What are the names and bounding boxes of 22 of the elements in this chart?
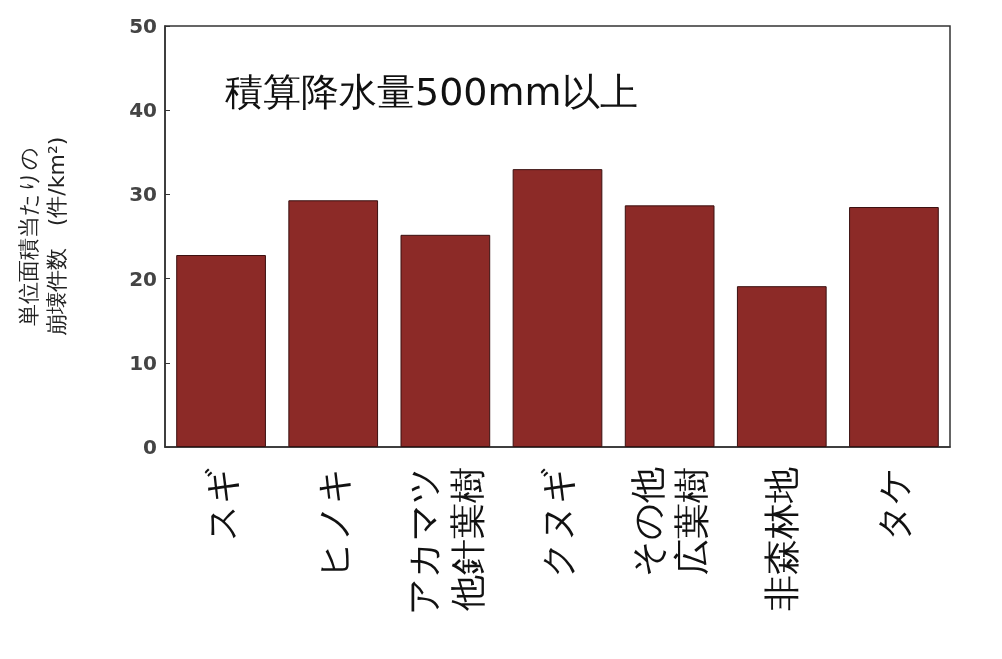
y-tick-label: 0: [143, 435, 157, 459]
x-tick-label: スギ: [200, 467, 242, 541]
y-tick-label: 30: [129, 182, 157, 207]
x-tick-label: アカマツ他針葉樹: [402, 467, 488, 615]
bar: [176, 255, 266, 447]
x-tick-label: ヒノキ: [312, 467, 354, 578]
y-tick-label: 20: [129, 266, 157, 291]
bar: [288, 200, 379, 447]
bar: [624, 205, 715, 447]
y-tick-label: 40: [129, 98, 157, 123]
y-axis-title: 単位面積当たりの崩壊件数 (件/km²): [15, 136, 69, 337]
bar: [736, 286, 827, 447]
bar: [849, 207, 939, 447]
x-tick-label: タケ: [873, 467, 915, 541]
bar: [400, 234, 491, 447]
y-tick-label: 50: [129, 14, 157, 38]
x-tick-label: クヌギ: [537, 467, 578, 578]
text: 積算降水量500mm以上: [225, 70, 638, 114]
y-tick-label: 10: [129, 350, 157, 375]
x-tick-label: 非森林地: [761, 467, 803, 611]
bar: [512, 169, 603, 447]
x-tick-label: その他広葉樹: [627, 467, 713, 577]
